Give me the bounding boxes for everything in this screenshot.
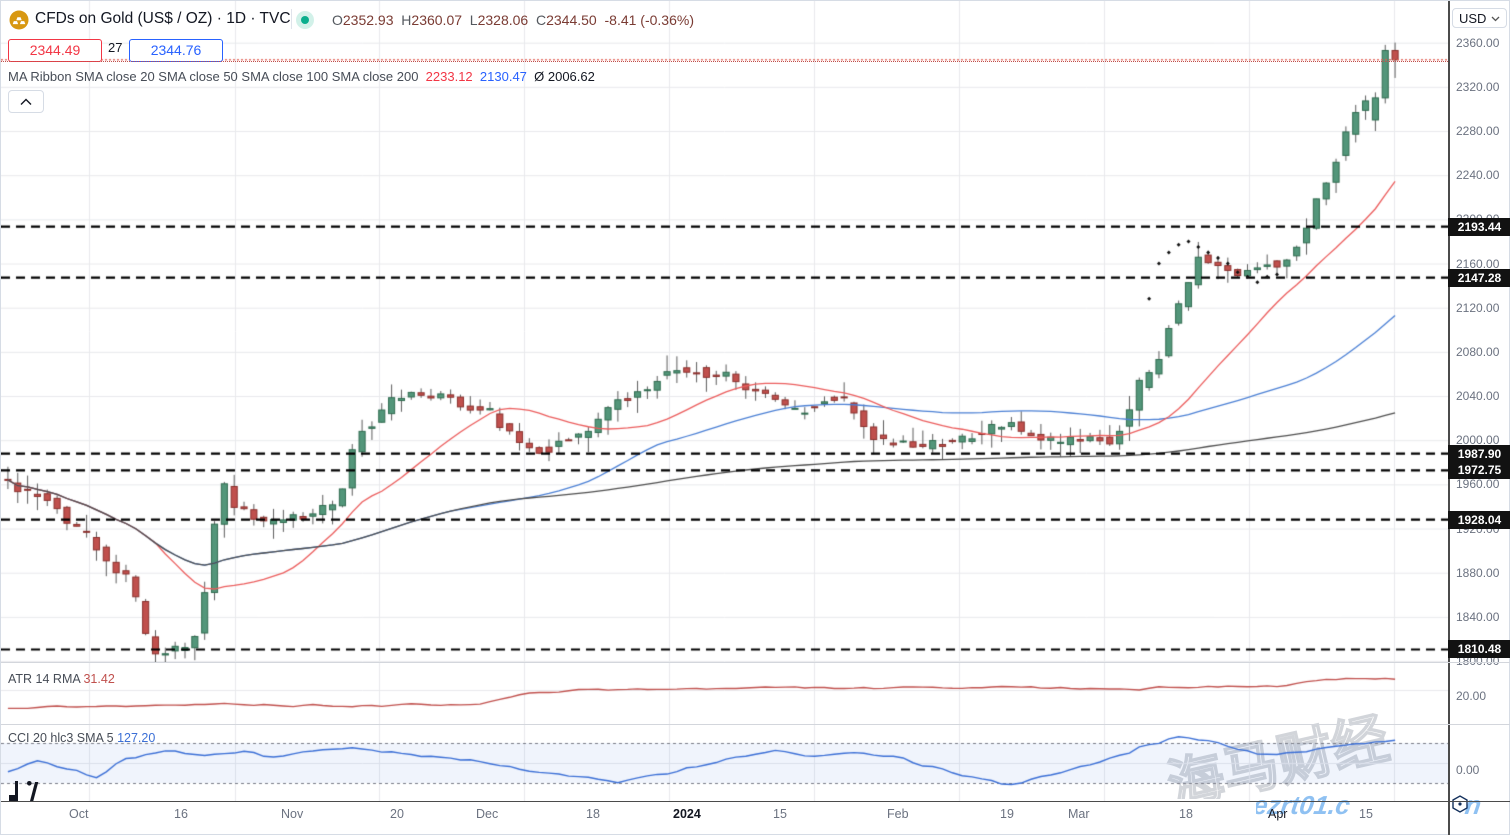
svg-text:n: n <box>1463 790 1483 820</box>
